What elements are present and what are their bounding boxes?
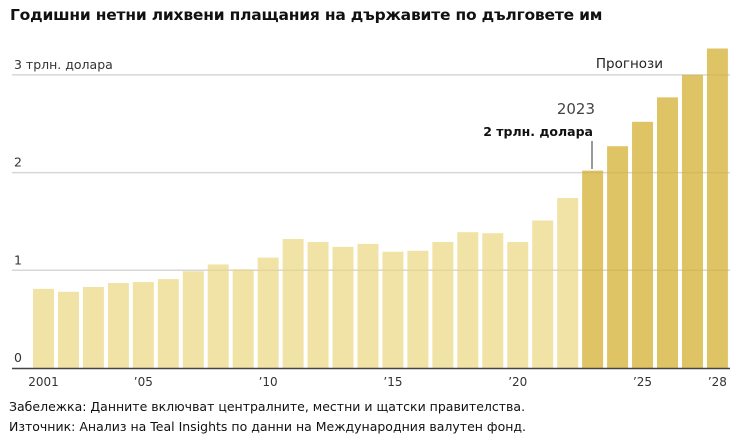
bar-2019 bbox=[482, 233, 504, 368]
y-tick-label: 0 bbox=[14, 350, 22, 365]
chart-title: Годишни нетни лихвени плащания на държав… bbox=[10, 6, 603, 24]
bar-2021 bbox=[532, 220, 554, 368]
bar-2006 bbox=[157, 279, 179, 368]
bar-2026 bbox=[657, 97, 678, 368]
bar-chart: 0 1 2 3 трлн. долара 2001 ’05 ’10 ’15 ’20 ’25 ’28 П… bbox=[12, 48, 730, 389]
x-tick-label: ’15 bbox=[383, 375, 402, 389]
bar-2023 bbox=[582, 170, 604, 368]
bar-2001 bbox=[33, 288, 54, 368]
x-tick-label: ’10 bbox=[259, 375, 278, 389]
forecast-label: Прогнози bbox=[596, 56, 663, 72]
highlight-year: 2023 bbox=[557, 100, 595, 118]
bar-2025 bbox=[632, 121, 654, 369]
x-tick-label: ’05 bbox=[134, 375, 153, 389]
bar-2027 bbox=[681, 74, 703, 369]
bar-2015 bbox=[382, 251, 404, 368]
bar-2020 bbox=[507, 241, 529, 368]
bar-2018 bbox=[457, 232, 479, 368]
bar-2011 bbox=[282, 239, 304, 368]
bar-2008 bbox=[207, 264, 229, 368]
y-tick-label: 1 bbox=[14, 252, 22, 267]
x-tick-label: ’28 bbox=[708, 375, 727, 389]
x-tick-label: ’20 bbox=[508, 375, 527, 389]
chart-source: Източник: Анализ на Teal Insights по дан… bbox=[9, 419, 527, 434]
bar-2003 bbox=[82, 286, 104, 368]
bar-2014 bbox=[357, 243, 379, 368]
bar-2024 bbox=[607, 146, 629, 368]
bar-2028 bbox=[706, 48, 728, 369]
bar-2013 bbox=[332, 246, 354, 368]
y-tick-label: 2 bbox=[14, 155, 22, 170]
bar-2010 bbox=[257, 257, 279, 368]
x-tick-label: ’25 bbox=[633, 375, 652, 389]
highlight-value: 2 трлн. долара bbox=[483, 124, 593, 139]
x-tick-label: 2001 bbox=[28, 375, 59, 389]
bar-2004 bbox=[107, 283, 129, 368]
bar-2002 bbox=[57, 291, 79, 368]
bar-2022 bbox=[557, 198, 579, 368]
bar-2007 bbox=[182, 271, 204, 368]
bar-2005 bbox=[132, 282, 154, 368]
bar-2012 bbox=[307, 241, 329, 368]
bar-2009 bbox=[232, 269, 254, 368]
chart-note: Забележка: Данните включват централните,… bbox=[9, 399, 526, 414]
bar-2017 bbox=[432, 241, 454, 368]
bar-2016 bbox=[407, 250, 429, 368]
y-tick-label: 3 трлн. долара bbox=[14, 57, 113, 72]
